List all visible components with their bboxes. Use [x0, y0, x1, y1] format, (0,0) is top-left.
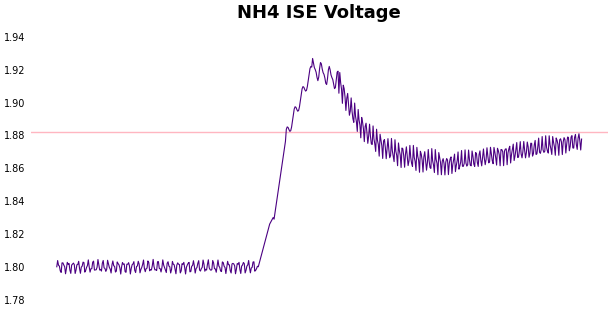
Title: NH4 ISE Voltage: NH4 ISE Voltage — [237, 4, 401, 22]
